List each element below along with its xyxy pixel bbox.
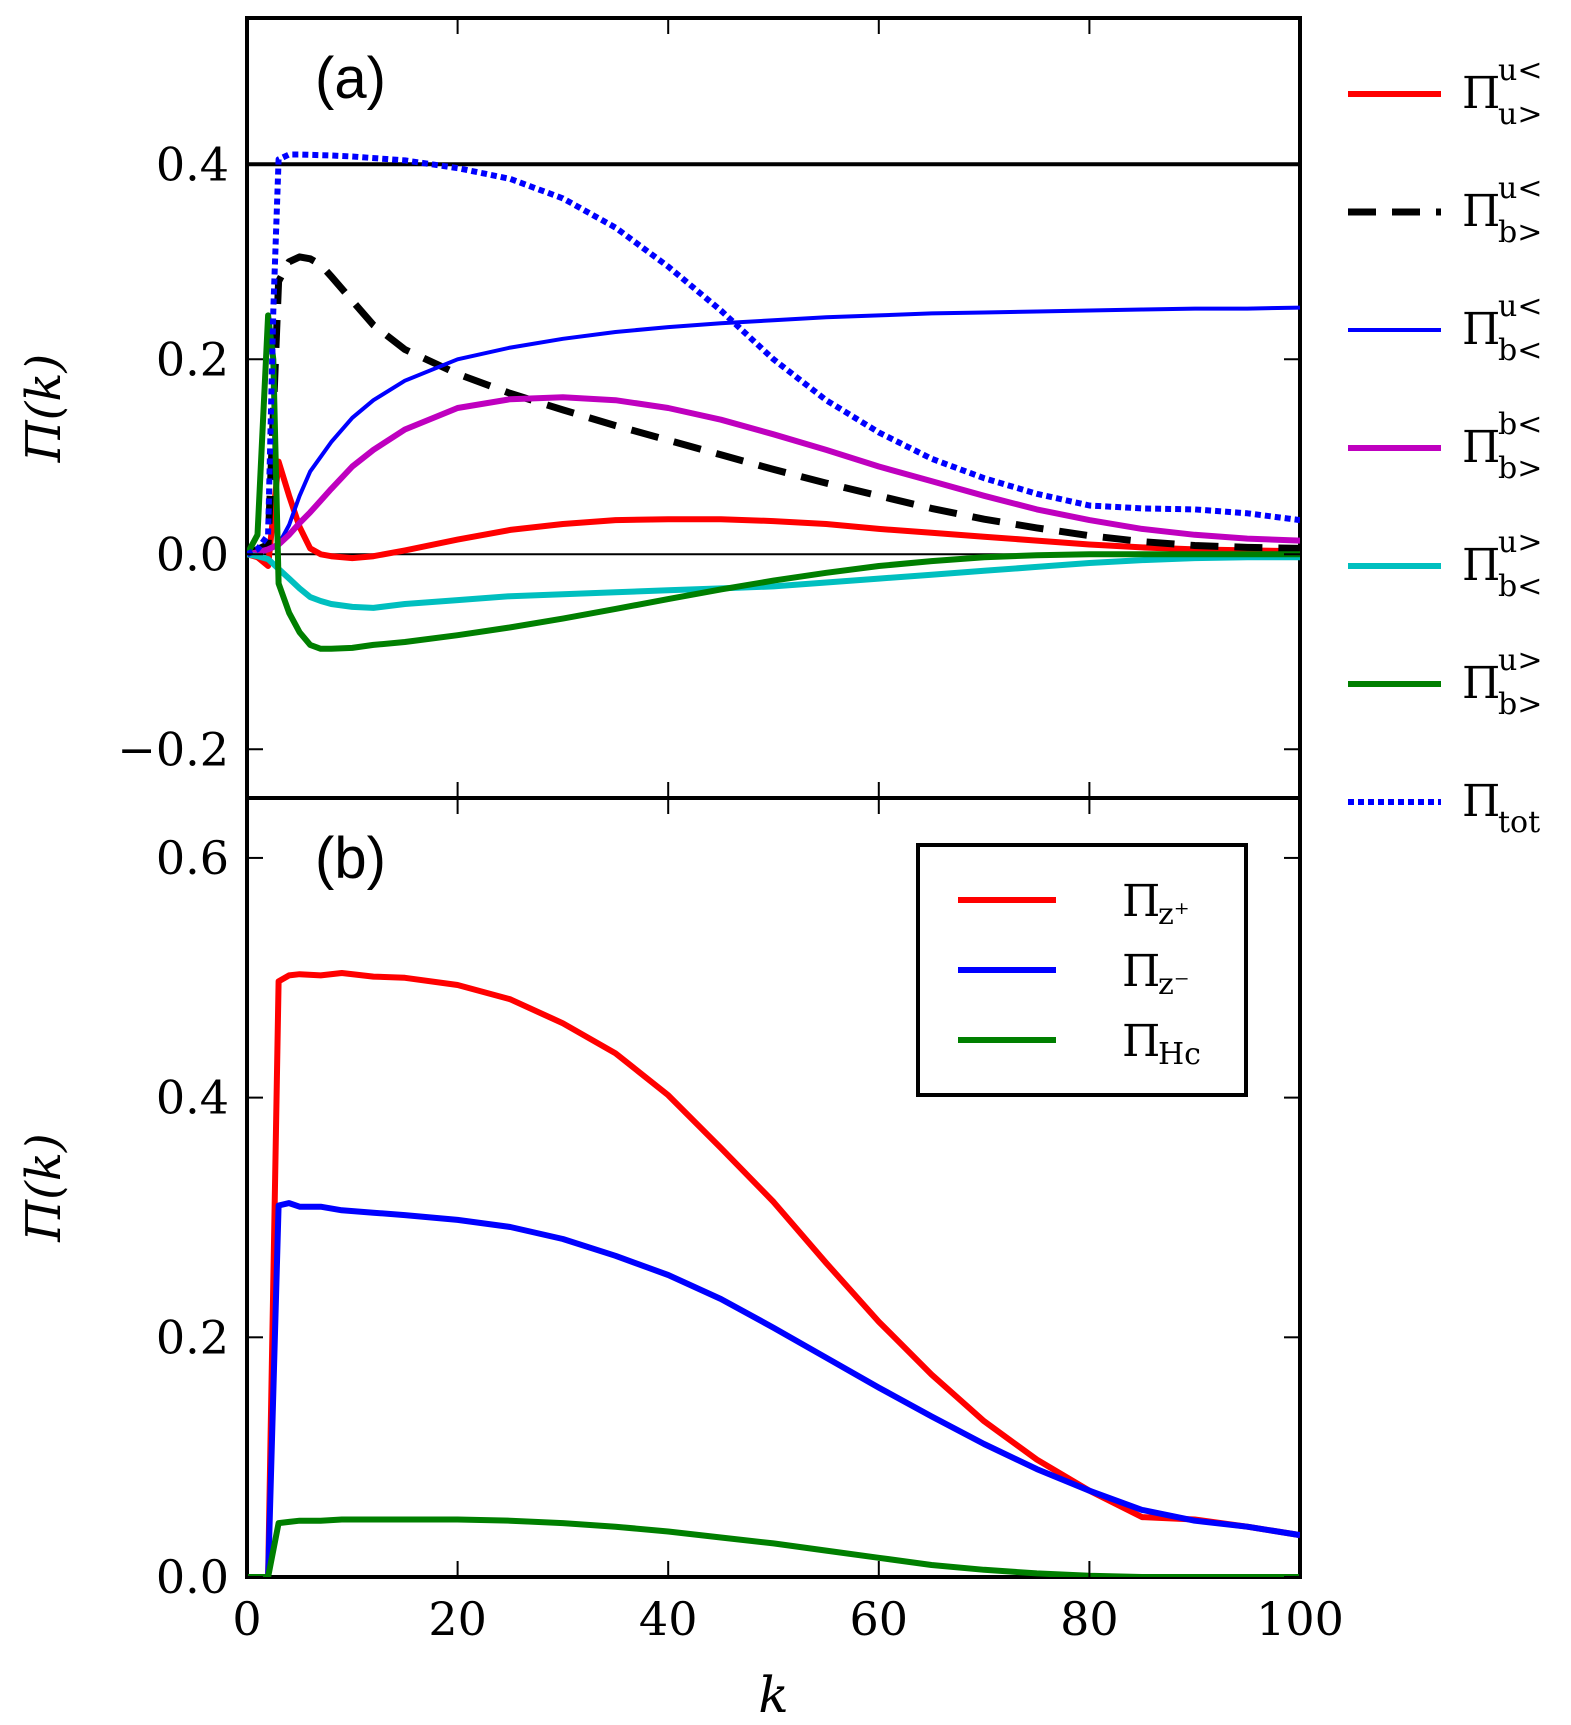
legend-label-sup: u> (1498, 525, 1542, 560)
legend-label: Π (1122, 876, 1160, 927)
series-line-5 (247, 551, 1300, 611)
x-tick-label: 20 (428, 1592, 487, 1646)
legend-label-sub: z⁺ (1158, 897, 1190, 932)
y-tick-label: 0.4 (156, 1071, 229, 1125)
y-tick-label: −0.2 (117, 722, 229, 776)
panel-b-frame (245, 796, 1302, 1579)
series-line-2 (247, 253, 1300, 558)
series-line-2 (247, 1200, 1300, 1577)
panel-b-xlabel: k (758, 1666, 788, 1724)
series-line-3 (247, 305, 1300, 557)
legend-label-sub: b> (1498, 451, 1542, 486)
legend-label-sub: b< (1498, 333, 1542, 368)
panel-b-legend: Πz⁺Πz⁻ΠHc (916, 843, 1248, 1097)
legend-label-sup: u< (1498, 289, 1542, 324)
series-line-7 (247, 151, 1300, 558)
x-tick-label: 80 (1060, 1592, 1119, 1646)
legend-label: Π (1462, 304, 1500, 355)
y-tick-label: 0.0 (156, 527, 229, 581)
y-tick-label: 0.4 (156, 137, 229, 191)
series-line-3 (247, 1516, 1300, 1577)
panel-b-ylabel: Π(k) (16, 1133, 72, 1242)
series-line-6 (247, 312, 1300, 652)
legend-label-sub: b> (1498, 687, 1542, 722)
legend-label-sub: z⁻ (1158, 967, 1190, 1002)
x-tick-label: 100 (1256, 1592, 1344, 1646)
legend-label-sub: u> (1498, 97, 1542, 132)
legend-label: Π (1122, 1016, 1160, 1067)
series-line-4 (247, 394, 1300, 558)
legend-label-sub: b> (1498, 215, 1542, 250)
panel-a: −0.20.00.20.4 (a) Π(k) Πu<u>Πu<b>Πu<b<Πb… (16, 16, 1542, 840)
legend-label: Π (1462, 540, 1500, 591)
legend-label-sup: b< (1498, 407, 1542, 442)
legend-label: Π (1462, 658, 1500, 709)
panel-a-label: (a) (315, 46, 386, 111)
y-tick-label: 0.6 (156, 831, 229, 885)
y-tick-label: 0.0 (156, 1550, 229, 1604)
legend-label-sub: b< (1498, 569, 1542, 604)
legend-label: Π (1462, 776, 1500, 827)
legend-label: Π (1462, 186, 1500, 237)
legend-label-sup: u< (1498, 53, 1542, 88)
panel-b-label: (b) (315, 826, 386, 891)
legend-label-sub: tot (1498, 805, 1540, 840)
x-tick-label: 60 (850, 1592, 909, 1646)
series-line-1 (247, 458, 1300, 569)
y-tick-label: 0.2 (156, 332, 229, 386)
legend-label: Π (1122, 946, 1160, 997)
x-tick-label: 0 (232, 1592, 261, 1646)
legend-label: Π (1462, 68, 1500, 119)
x-tick-label: 40 (639, 1592, 698, 1646)
legend-label: Π (1462, 422, 1500, 473)
y-tick-label: 0.2 (156, 1310, 229, 1364)
panel-a-ylabel: Π(k) (16, 354, 72, 463)
panel-a-frame (245, 16, 1302, 800)
legend-label-sup: u< (1498, 171, 1542, 206)
legend-label-sub: Hc (1158, 1037, 1201, 1072)
legend-label-sup: u> (1498, 643, 1542, 678)
